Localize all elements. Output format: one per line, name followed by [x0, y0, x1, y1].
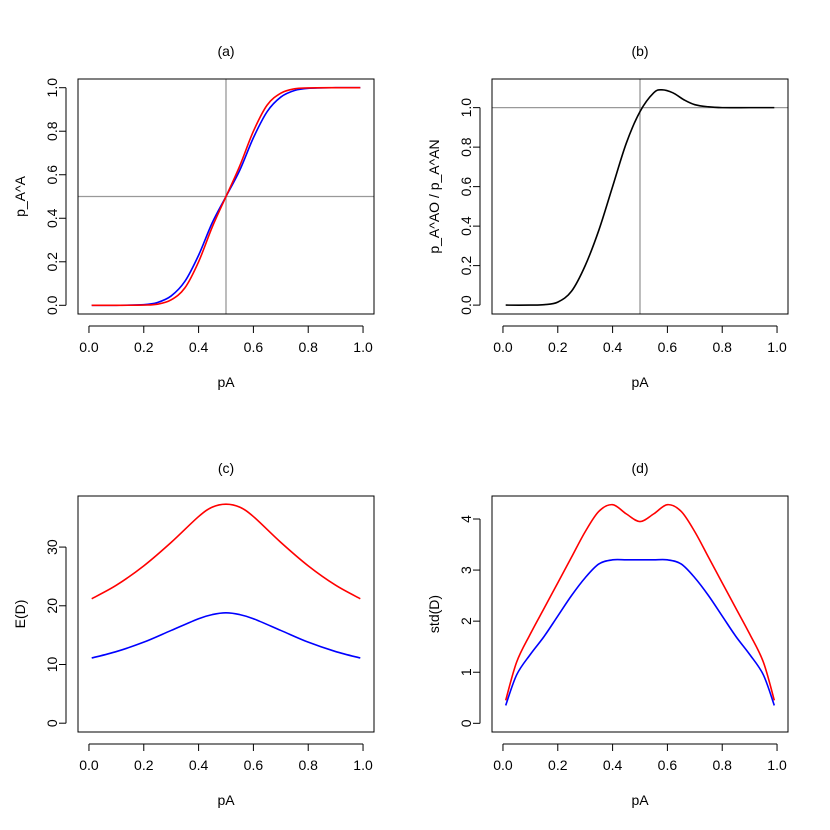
y-tick-label: 0.6 — [44, 165, 60, 185]
plot-frame — [491, 495, 789, 733]
x-tick-label: 0.4 — [603, 757, 623, 773]
x-tick-label: 0.4 — [189, 757, 209, 773]
x-tick-label: 0.2 — [548, 757, 568, 773]
x-tick-label: 0.2 — [134, 339, 154, 355]
y-tick-label: 4 — [458, 515, 474, 523]
series-line-2 — [91, 612, 361, 659]
x-axis-label: pA — [631, 374, 649, 390]
series-line-2 — [91, 86, 361, 307]
series-line-1 — [504, 503, 776, 701]
series-line-1 — [505, 89, 775, 306]
y-axis-label: p_A^A — [12, 175, 28, 216]
x-tick-label: 1.0 — [767, 757, 787, 773]
x-tick-label: 0.0 — [493, 757, 513, 773]
x-tick-label: 0.0 — [79, 757, 99, 773]
y-axis-label: E(D) — [12, 600, 28, 629]
x-tick-label: 0.2 — [134, 757, 154, 773]
panel-d: (d) 0.0 0.2 0.4 0.6 0.8 1.0 0 1 2 3 4 pA std(D) — [426, 460, 789, 808]
y-tick-label: 0.0 — [458, 295, 474, 315]
panel-c: (c) 0.0 0.2 0.4 0.6 0.8 1.0 0 10 20 30 pA E(D) — [12, 460, 375, 808]
panel-b: (b) 0.0 0.2 0.4 0.6 0.8 1.0 0.0 0.2 0.4 0.6 0.8 1.0 p… — [426, 43, 789, 390]
x-tick-label: 1.0 — [353, 757, 373, 773]
y-tick-label: 3 — [458, 566, 474, 574]
series-line-1 — [91, 503, 361, 600]
y-tick-label: 0.4 — [44, 208, 60, 228]
x-tick-label: 0.8 — [298, 339, 318, 355]
x-tick-label: 0.0 — [493, 339, 513, 355]
y-tick-label: 0 — [44, 719, 60, 727]
x-tick-label: 0.8 — [298, 757, 318, 773]
y-tick-label: 30 — [44, 539, 60, 555]
x-tick-label: 0.6 — [244, 339, 264, 355]
x-tick-label: 0.6 — [658, 757, 678, 773]
y-tick-label: 1 — [458, 668, 474, 676]
x-tick-label: 1.0 — [353, 339, 373, 355]
y-tick-label: 20 — [44, 598, 60, 614]
y-tick-label: 0.2 — [44, 252, 60, 272]
y-tick-label: 0.0 — [44, 295, 60, 315]
panel-title: (c) — [218, 460, 234, 476]
x-tick-label: 1.0 — [767, 339, 787, 355]
x-tick-label: 0.8 — [712, 339, 732, 355]
x-tick-label: 0.6 — [658, 339, 678, 355]
y-tick-label: 0 — [458, 719, 474, 727]
y-tick-label: 0.8 — [44, 121, 60, 141]
y-tick-label: 1.0 — [44, 78, 60, 98]
x-tick-label: 0.4 — [603, 339, 623, 355]
plot-frame — [491, 78, 789, 315]
plot-frame — [77, 495, 375, 733]
y-tick-label: 0.8 — [458, 137, 474, 157]
panel-title: (a) — [217, 43, 234, 59]
x-tick-label: 0.8 — [712, 757, 732, 773]
y-tick-label: 0.2 — [458, 256, 474, 276]
x-axis-label: pA — [217, 374, 235, 390]
y-tick-label: 0.6 — [458, 177, 474, 197]
x-tick-label: 0.0 — [79, 339, 99, 355]
y-tick-label: 2 — [458, 617, 474, 625]
plot-frame — [77, 78, 375, 315]
x-tick-label: 0.6 — [244, 757, 264, 773]
panel-a: (a) 0.0 0.2 0.4 0.6 0.8 1.0 0.0 0.2 0.4 0.6 0.8 1.0 p… — [12, 43, 375, 390]
y-axis-label: p_A^AO / p_A^AN — [426, 139, 442, 253]
y-tick-label: 0.4 — [458, 216, 474, 236]
y-tick-label: 10 — [44, 656, 60, 672]
series-line-2 — [504, 558, 776, 706]
panel-title: (b) — [631, 43, 648, 59]
x-axis-label: pA — [631, 792, 649, 808]
x-axis-label: pA — [217, 792, 235, 808]
y-axis-label: std(D) — [426, 595, 442, 633]
y-tick-label: 1.0 — [458, 98, 474, 118]
x-tick-label: 0.2 — [548, 339, 568, 355]
panel-title: (d) — [631, 460, 648, 476]
x-tick-label: 0.4 — [189, 339, 209, 355]
